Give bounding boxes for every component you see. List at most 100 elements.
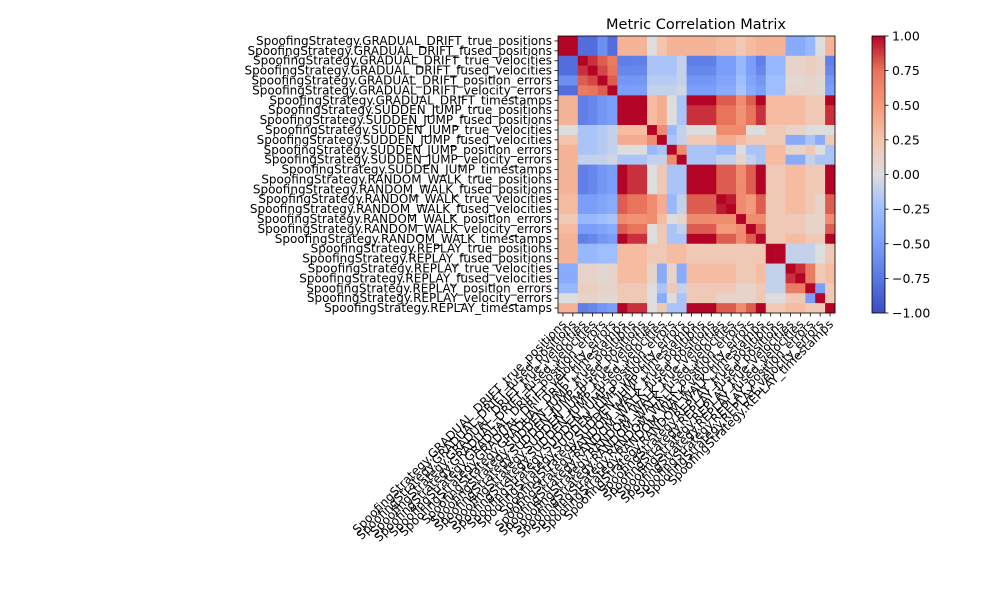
heatmap-cell	[558, 273, 569, 284]
heatmap-cell	[577, 184, 588, 195]
heatmap-cell	[795, 204, 806, 215]
heatmap-cell	[627, 115, 638, 126]
heatmap-cell	[676, 164, 687, 175]
heatmap-cell	[726, 115, 737, 126]
heatmap-cell	[805, 75, 816, 86]
heatmap-cell	[637, 45, 648, 57]
heatmap-cell	[795, 283, 806, 294]
heatmap-cell	[577, 263, 588, 274]
heatmap-cell	[676, 214, 687, 225]
heatmap-cell	[785, 293, 796, 304]
heatmap-cell	[558, 243, 569, 254]
heatmap-cell	[656, 184, 668, 195]
heatmap-cell	[755, 65, 767, 76]
heatmap-cell	[726, 223, 737, 235]
heatmap-cell	[567, 65, 579, 76]
heatmap-cell	[587, 293, 598, 304]
heatmap-cell	[577, 45, 588, 57]
heatmap-cell	[825, 243, 836, 254]
heatmap-cell	[647, 223, 658, 235]
heatmap-cell	[815, 105, 826, 116]
heatmap-cell	[607, 253, 618, 264]
heatmap-cell	[765, 125, 776, 136]
heatmap-cell	[587, 303, 598, 314]
heatmap-cell	[805, 105, 816, 116]
heatmap-cell	[587, 65, 598, 76]
heatmap-cell	[726, 85, 737, 96]
heatmap-cell	[676, 95, 687, 106]
heatmap-cell	[686, 303, 697, 314]
heatmap-cell	[627, 154, 638, 165]
heatmap-cell	[617, 184, 628, 195]
heatmap-cell	[805, 223, 816, 235]
heatmap-cell	[755, 223, 767, 235]
heatmap-cell	[587, 36, 598, 47]
heatmap-cell	[795, 233, 806, 245]
heatmap-cell	[726, 95, 737, 106]
heatmap-cell	[716, 174, 727, 185]
heatmap-cell	[805, 263, 816, 274]
heatmap-cell	[805, 134, 816, 146]
heatmap-cell	[617, 154, 628, 165]
heatmap-cell	[795, 253, 806, 264]
heatmap-cell	[647, 105, 658, 116]
heatmap-cell	[656, 214, 668, 225]
heatmap-cell	[785, 214, 796, 225]
heatmap-cell	[736, 164, 747, 175]
heatmap-cell	[597, 243, 608, 254]
heatmap-cell	[666, 85, 678, 96]
heatmap-cell	[567, 204, 579, 215]
heatmap-cell	[785, 303, 796, 314]
heatmap-cell	[617, 223, 628, 235]
heatmap-cell	[785, 283, 796, 294]
heatmap-cell	[765, 36, 776, 47]
heatmap-cell	[597, 105, 608, 116]
heatmap-cell	[656, 55, 668, 66]
heatmap-cell	[805, 204, 816, 215]
heatmap-cell	[805, 243, 816, 254]
heatmap-cell	[577, 283, 588, 294]
heatmap-cell	[775, 105, 786, 116]
heatmap-cell	[755, 95, 767, 106]
heatmap-cell	[607, 105, 618, 116]
y-tick-label: SpoofingStrategy.GRADUAL_DRIFT_timestamp…	[269, 93, 552, 107]
heatmap-cell	[666, 293, 678, 304]
heatmap-cell	[558, 204, 569, 215]
heatmap-cell	[745, 75, 757, 86]
heatmap-cell	[647, 65, 658, 76]
heatmap-cell	[656, 263, 668, 274]
heatmap-cell	[587, 223, 598, 235]
heatmap-cell	[567, 55, 579, 66]
heatmap-cell	[656, 223, 668, 235]
heatmap-cell	[795, 95, 806, 106]
y-tick-label: SpoofingStrategy.GRADUAL_DRIFT_velocity_…	[252, 83, 552, 97]
heatmap-cell	[795, 194, 806, 205]
heatmap-cell	[587, 85, 598, 96]
heatmap-cell	[825, 95, 836, 106]
heatmap-cell	[805, 65, 816, 76]
heatmap-cell	[666, 134, 678, 146]
heatmap-cell	[815, 243, 826, 254]
heatmap-cell	[726, 263, 737, 274]
heatmap-cell	[647, 144, 658, 156]
heatmap-cell	[805, 214, 816, 225]
colorbar-tick-label: 1.00	[892, 29, 920, 44]
heatmap-cell	[795, 65, 806, 76]
heatmap-cell	[558, 164, 569, 175]
heatmap-cell	[676, 243, 687, 254]
heatmap-cell	[706, 184, 717, 195]
heatmap-cell	[696, 293, 707, 304]
heatmap-cell	[795, 243, 806, 254]
heatmap-cell	[627, 293, 638, 304]
heatmap-cell	[647, 154, 658, 165]
heatmap-cell	[558, 283, 569, 294]
heatmap-cell	[815, 75, 826, 86]
heatmap-cell	[726, 125, 737, 136]
heatmap-cell	[597, 134, 608, 146]
heatmap-cells	[558, 36, 836, 314]
heatmap-cell	[745, 184, 757, 195]
heatmap-cell	[765, 273, 776, 284]
heatmap-cell	[617, 233, 628, 245]
heatmap-cell	[726, 105, 737, 116]
heatmap-cell	[558, 293, 569, 304]
